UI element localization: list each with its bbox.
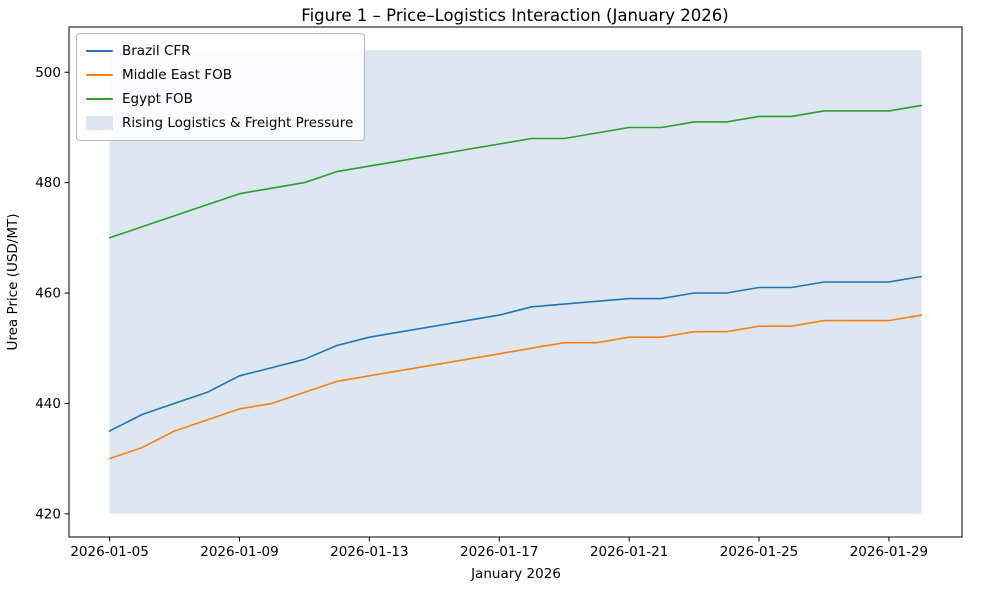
- legend-label: Brazil CFR: [122, 43, 191, 59]
- y-tick-label: 420: [35, 506, 61, 522]
- x-tick-label: 2026-01-17: [460, 544, 538, 560]
- series-line-middle-east-fob: [108, 314, 923, 460]
- x-tick-label: 2026-01-13: [330, 544, 408, 560]
- y-tick-label: 500: [35, 65, 61, 81]
- legend-patch-swatch: [86, 116, 113, 130]
- legend-label: Egypt FOB: [122, 91, 193, 107]
- series-line-egypt-fob: [108, 104, 923, 239]
- legend-line-swatch: [86, 49, 113, 53]
- legend-line-swatch: [86, 97, 113, 101]
- x-tick-label: 2026-01-29: [850, 544, 928, 560]
- legend-item-middle-east-fob: Middle East FOB: [86, 66, 353, 84]
- chart-legend: Brazil CFR Middle East FOB Egypt FOB Rising…: [76, 33, 366, 141]
- y-tick-label: 460: [35, 286, 61, 302]
- x-axis-label: January 2026: [470, 566, 561, 582]
- plot-border: [68, 26, 963, 538]
- x-tick-label: 2026-01-21: [590, 544, 668, 560]
- legend-item-brazil-cfr: Brazil CFR: [86, 42, 353, 60]
- y-tick-label: 480: [35, 175, 61, 191]
- y-axis-label: Urea Price (USD/MT): [5, 213, 21, 350]
- legend-label: Rising Logistics & Freight Pressure: [122, 115, 354, 131]
- x-tick-label: 2026-01-09: [200, 544, 278, 560]
- series-line-brazil-cfr: [108, 275, 923, 432]
- x-tick-label: 2026-01-25: [720, 544, 798, 560]
- chart-title: Figure 1 – Price–Logistics Interaction (…: [301, 6, 728, 25]
- legend-line-swatch: [86, 73, 113, 77]
- legend-item-rising-logistics-freight-pressure: Rising Logistics & Freight Pressure: [86, 114, 353, 132]
- legend-item-egypt-fob: Egypt FOB: [86, 90, 353, 108]
- y-tick-label: 440: [35, 396, 61, 412]
- legend-label: Middle East FOB: [122, 67, 232, 83]
- x-tick-label: 2026-01-05: [70, 544, 148, 560]
